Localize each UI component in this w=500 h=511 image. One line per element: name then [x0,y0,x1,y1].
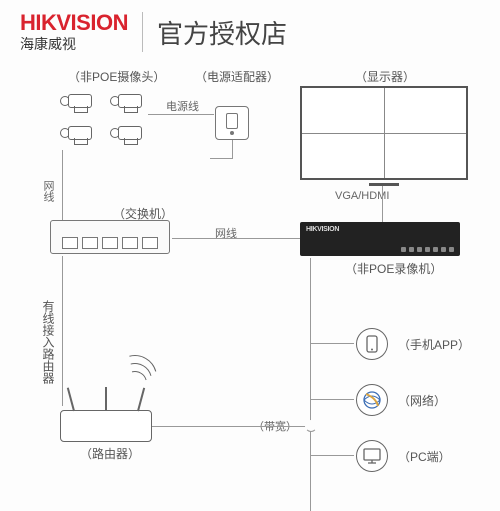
adapter-icon [215,106,249,140]
label-phone: （手机APP） [398,336,470,353]
nvr-icon: HIKVISION [300,222,460,256]
line [152,426,310,427]
line [310,399,354,400]
header-title: 官方授权店 [157,14,287,51]
logo-main: HIKVISION [20,10,128,36]
camera-icon [60,92,94,112]
camera-icon [60,124,94,144]
camera-icon [110,124,144,144]
line [310,455,354,456]
line [310,258,311,343]
switch-icon [50,220,170,254]
logo-sub: 海康威视 [20,34,128,54]
label-adapter: （电源适配器） [195,68,279,85]
line-hop [305,420,317,432]
nvr-ports [401,247,454,252]
line [310,343,354,344]
label-nvr: （非POE录像机） [345,260,442,277]
label-router-access: 有线接入路由器 [40,300,57,384]
label-cameras: （非POE摄像头） [68,68,165,85]
nvr-brand: HIKVISION [306,226,339,233]
label-pc: （PC端） [398,448,451,465]
label-router: （路由器） [80,445,140,462]
line [210,158,233,159]
line [382,186,383,222]
header: HIKVISION 海康威视 官方授权店 [20,10,287,54]
header-divider [142,12,143,52]
line [232,140,233,158]
label-monitor: （显示器） [355,68,415,85]
label-web: （网络） [398,392,446,409]
conn-net1: 网线 [40,180,56,202]
pc-icon [356,440,388,472]
router-icon [60,410,152,442]
web-icon [356,384,388,416]
monitor-icon [300,86,468,180]
line [148,114,214,115]
camera-icon [110,92,144,112]
line [62,256,63,406]
phone-icon [356,328,388,360]
conn-power: 电源线 [166,98,199,114]
line [172,238,300,239]
line [62,150,63,220]
logo-block: HIKVISION 海康威视 [20,10,128,54]
